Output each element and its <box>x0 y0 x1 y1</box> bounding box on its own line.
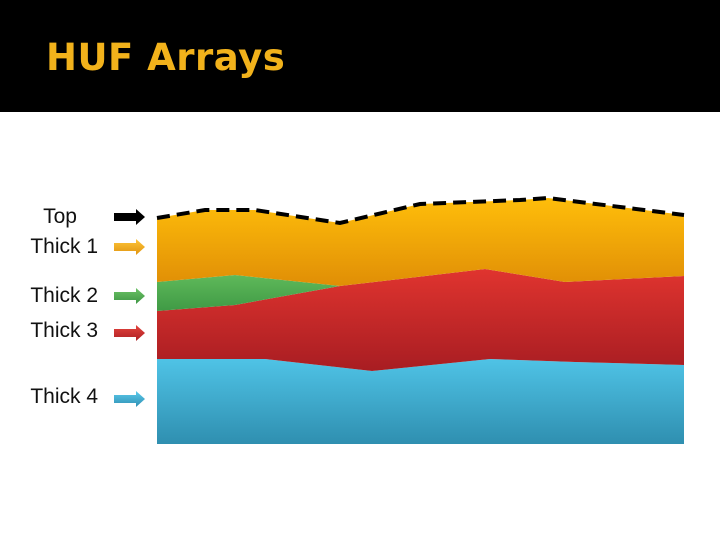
label-top: Top <box>43 205 77 228</box>
label-thick-4: Thick 4 <box>30 385 98 408</box>
label-thick-1: Thick 1 <box>30 235 98 258</box>
layer-thick-4 <box>157 359 684 444</box>
arrow-right-icon <box>114 209 145 225</box>
title-bar: HUF Arrays <box>0 0 720 112</box>
layer-thick-3 <box>157 269 684 371</box>
layer-thick-2 <box>157 275 340 311</box>
label-thick-3: Thick 3 <box>30 319 98 342</box>
arrow-right-icon <box>114 325 145 341</box>
arrow-right-icon <box>114 239 145 255</box>
top-surface-line <box>156 195 685 226</box>
arrow-right-icon <box>114 288 145 304</box>
slide-title: HUF Arrays <box>46 36 286 79</box>
layer-thick-1 <box>157 198 684 286</box>
arrow-right-icon <box>114 391 145 407</box>
label-thick-2: Thick 2 <box>30 284 98 307</box>
